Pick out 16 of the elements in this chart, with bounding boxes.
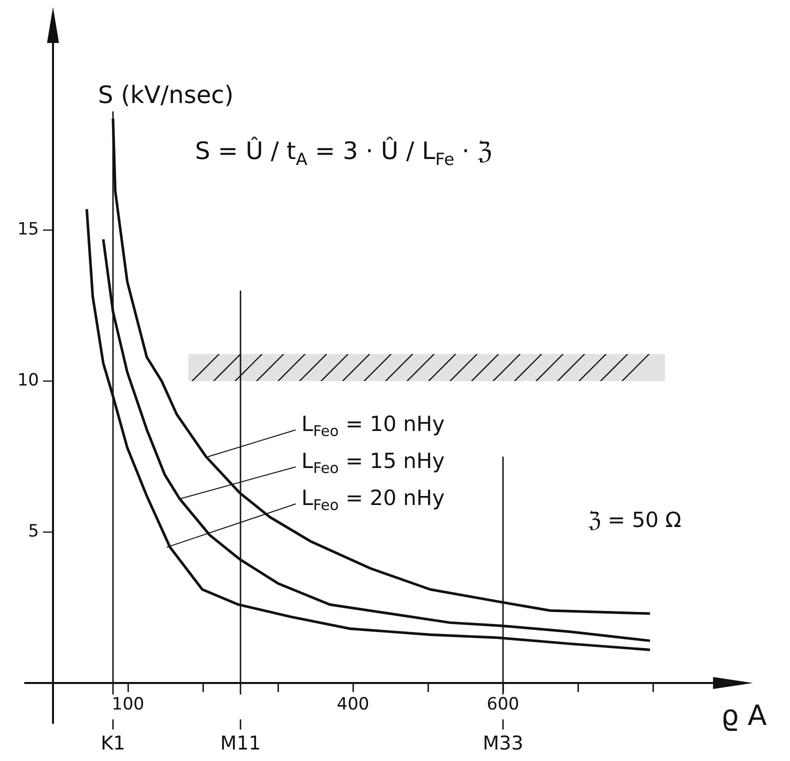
y-tick-label: 10 [17,370,39,391]
ref-line-label: K1 [100,732,126,754]
annotation: L$_{Feo}$ = 15 nHy [301,449,445,478]
x-tick-label: 100 [112,694,144,715]
y-axis-title: S (kV/nsec) [98,81,234,109]
y-tick-label: 15 [17,220,39,240]
ref-line-label: M11 [220,732,261,754]
annotation: L$_{Feo}$ = 20 nHy [301,486,445,514]
x-axis-title: ϱ A [721,699,767,732]
annotation: L$_{Feo}$ = 10 nHy [301,412,445,440]
annotation: S = Û / t$_{A}$ = 3 · Û / L$_{Fe}$ · ℨ [195,137,492,169]
y-tick-label: 5 [28,522,39,542]
x-tick-label: 400 [336,694,370,715]
ref-line-label: M33 [482,732,524,754]
annotation: ℨ = 50 Ω [588,508,682,532]
x-tick-label: 600 [486,694,520,715]
